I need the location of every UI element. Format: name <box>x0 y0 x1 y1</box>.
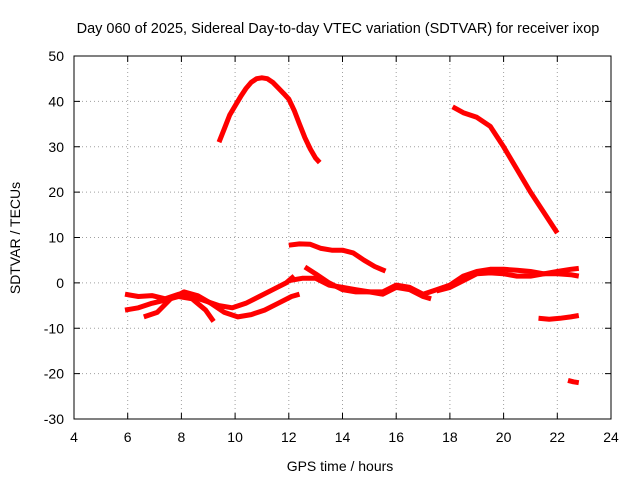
series-arc-zero-c <box>143 289 301 320</box>
x-tick-label: 20 <box>496 429 512 445</box>
y-tick-label: 30 <box>48 139 64 155</box>
chart-title: Day 060 of 2025, Sidereal Day-to-day VTE… <box>77 21 600 37</box>
y-tick-label: -30 <box>44 411 64 427</box>
series-arc-high-evening <box>451 104 560 235</box>
x-tick-label: 6 <box>124 429 132 445</box>
axis-ticks: 4 6 8 10 12 14 16 18 20 22 24 -30 -20 -10 0 10 20 30 40 50 <box>44 48 619 445</box>
series-arc-neg-8 <box>538 313 580 322</box>
x-tick-label: 12 <box>281 429 297 445</box>
series-arc-high-noon <box>216 75 322 165</box>
series-arc-mid <box>288 241 387 274</box>
y-tick-label: 20 <box>48 184 64 200</box>
x-axis-label: GPS time / hours <box>287 458 394 474</box>
x-tick-label: 10 <box>227 429 243 445</box>
grid <box>74 56 611 419</box>
x-tick-label: 4 <box>70 429 78 445</box>
x-tick-label: 22 <box>550 429 566 445</box>
y-tick-label: -20 <box>44 366 64 382</box>
y-tick-label: -10 <box>44 320 64 336</box>
series-arc-neg-22 <box>567 377 580 386</box>
y-axis-label: SDTVAR / TECUs <box>7 182 23 294</box>
series-arc-zero-e <box>303 264 432 302</box>
x-tick-label: 8 <box>178 429 186 445</box>
y-tick-label: 0 <box>56 275 64 291</box>
series-layer <box>124 75 580 386</box>
series-arc-zero-f <box>435 270 580 294</box>
series-arc-zero-d <box>288 265 580 297</box>
x-tick-label: 14 <box>335 429 351 445</box>
x-tick-label: 24 <box>603 429 619 445</box>
y-tick-label: 40 <box>48 93 64 109</box>
x-tick-label: 18 <box>442 429 458 445</box>
x-tick-label: 16 <box>388 429 404 445</box>
y-tick-label: 10 <box>48 230 64 246</box>
y-tick-label: 50 <box>48 48 64 64</box>
